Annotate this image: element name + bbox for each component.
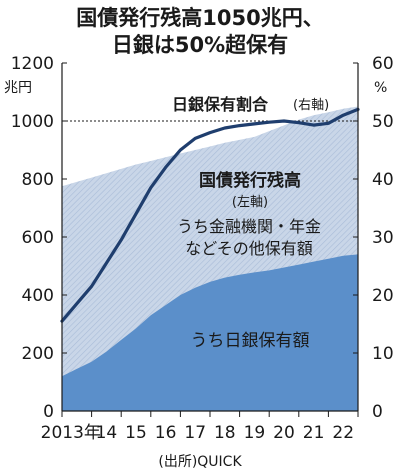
left-tick-label: 1200 bbox=[11, 54, 54, 74]
left-tick-label: 1000 bbox=[11, 112, 54, 132]
boj-ratio-line bbox=[60, 107, 360, 323]
right-tick-label: 40 bbox=[372, 170, 394, 190]
right-tick-label: 30 bbox=[372, 228, 394, 248]
x-tick-label: 18 bbox=[214, 423, 236, 443]
x-tick-label: 15 bbox=[125, 423, 147, 443]
total-series-name: 国債発行残高 bbox=[199, 170, 301, 191]
boj-series-name: うち日銀保有額 bbox=[191, 331, 310, 351]
right-tick-label: 60 bbox=[372, 54, 394, 74]
x-tick-label: 22 bbox=[332, 423, 354, 443]
right-tick-label: 10 bbox=[372, 344, 394, 364]
right-y-ticks: 0 10 20 30 40 50 60 bbox=[353, 54, 394, 422]
title-line-2: 日銀は50%超保有 bbox=[111, 33, 289, 57]
ratio-series-label: 日銀保有割合 (右軸) bbox=[172, 95, 329, 114]
x-tick-label: 21 bbox=[303, 423, 325, 443]
left-tick-label: 600 bbox=[22, 228, 54, 248]
x-tick-label: 19 bbox=[244, 423, 266, 443]
source-note: (出所)QUICK bbox=[158, 454, 242, 470]
left-y-ticks: 0 200 400 600 800 1000 1200 bbox=[11, 54, 67, 422]
left-tick-label: 200 bbox=[22, 344, 54, 364]
right-tick-label: 20 bbox=[372, 286, 394, 306]
x-tick-label: 20 bbox=[273, 423, 295, 443]
others-annotation: うち金融機関・年金 などその他保有額 bbox=[177, 217, 321, 258]
others-annotation-line-1: うち金融機関・年金 bbox=[177, 217, 321, 236]
total-series-label: 国債発行残高 (左軸) bbox=[199, 170, 301, 210]
left-axis-unit: 兆円 bbox=[4, 80, 32, 96]
right-tick-label: 50 bbox=[372, 112, 394, 132]
x-tick-label: 17 bbox=[184, 423, 206, 443]
others-annotation-line-2: などその他保有額 bbox=[185, 239, 313, 258]
total-series-axis-note: (左軸) bbox=[232, 195, 268, 210]
x-tick-label: 14 bbox=[96, 423, 118, 443]
x-tick-label: 2013年 bbox=[41, 423, 101, 443]
left-tick-label: 400 bbox=[22, 286, 54, 306]
left-tick-label: 0 bbox=[43, 402, 54, 422]
x-tick-label: 16 bbox=[155, 423, 177, 443]
right-axis-unit: % bbox=[374, 80, 387, 96]
ratio-series-name: 日銀保有割合 bbox=[172, 95, 269, 114]
right-tick-label: 0 bbox=[372, 402, 383, 422]
ratio-series-axis-note: (右軸) bbox=[293, 98, 329, 113]
plot-areas bbox=[62, 106, 358, 411]
boj-holdings-area bbox=[62, 254, 358, 411]
title-line-1: 国債発行残高1050兆円、 bbox=[76, 6, 324, 30]
left-tick-label: 800 bbox=[22, 170, 54, 190]
